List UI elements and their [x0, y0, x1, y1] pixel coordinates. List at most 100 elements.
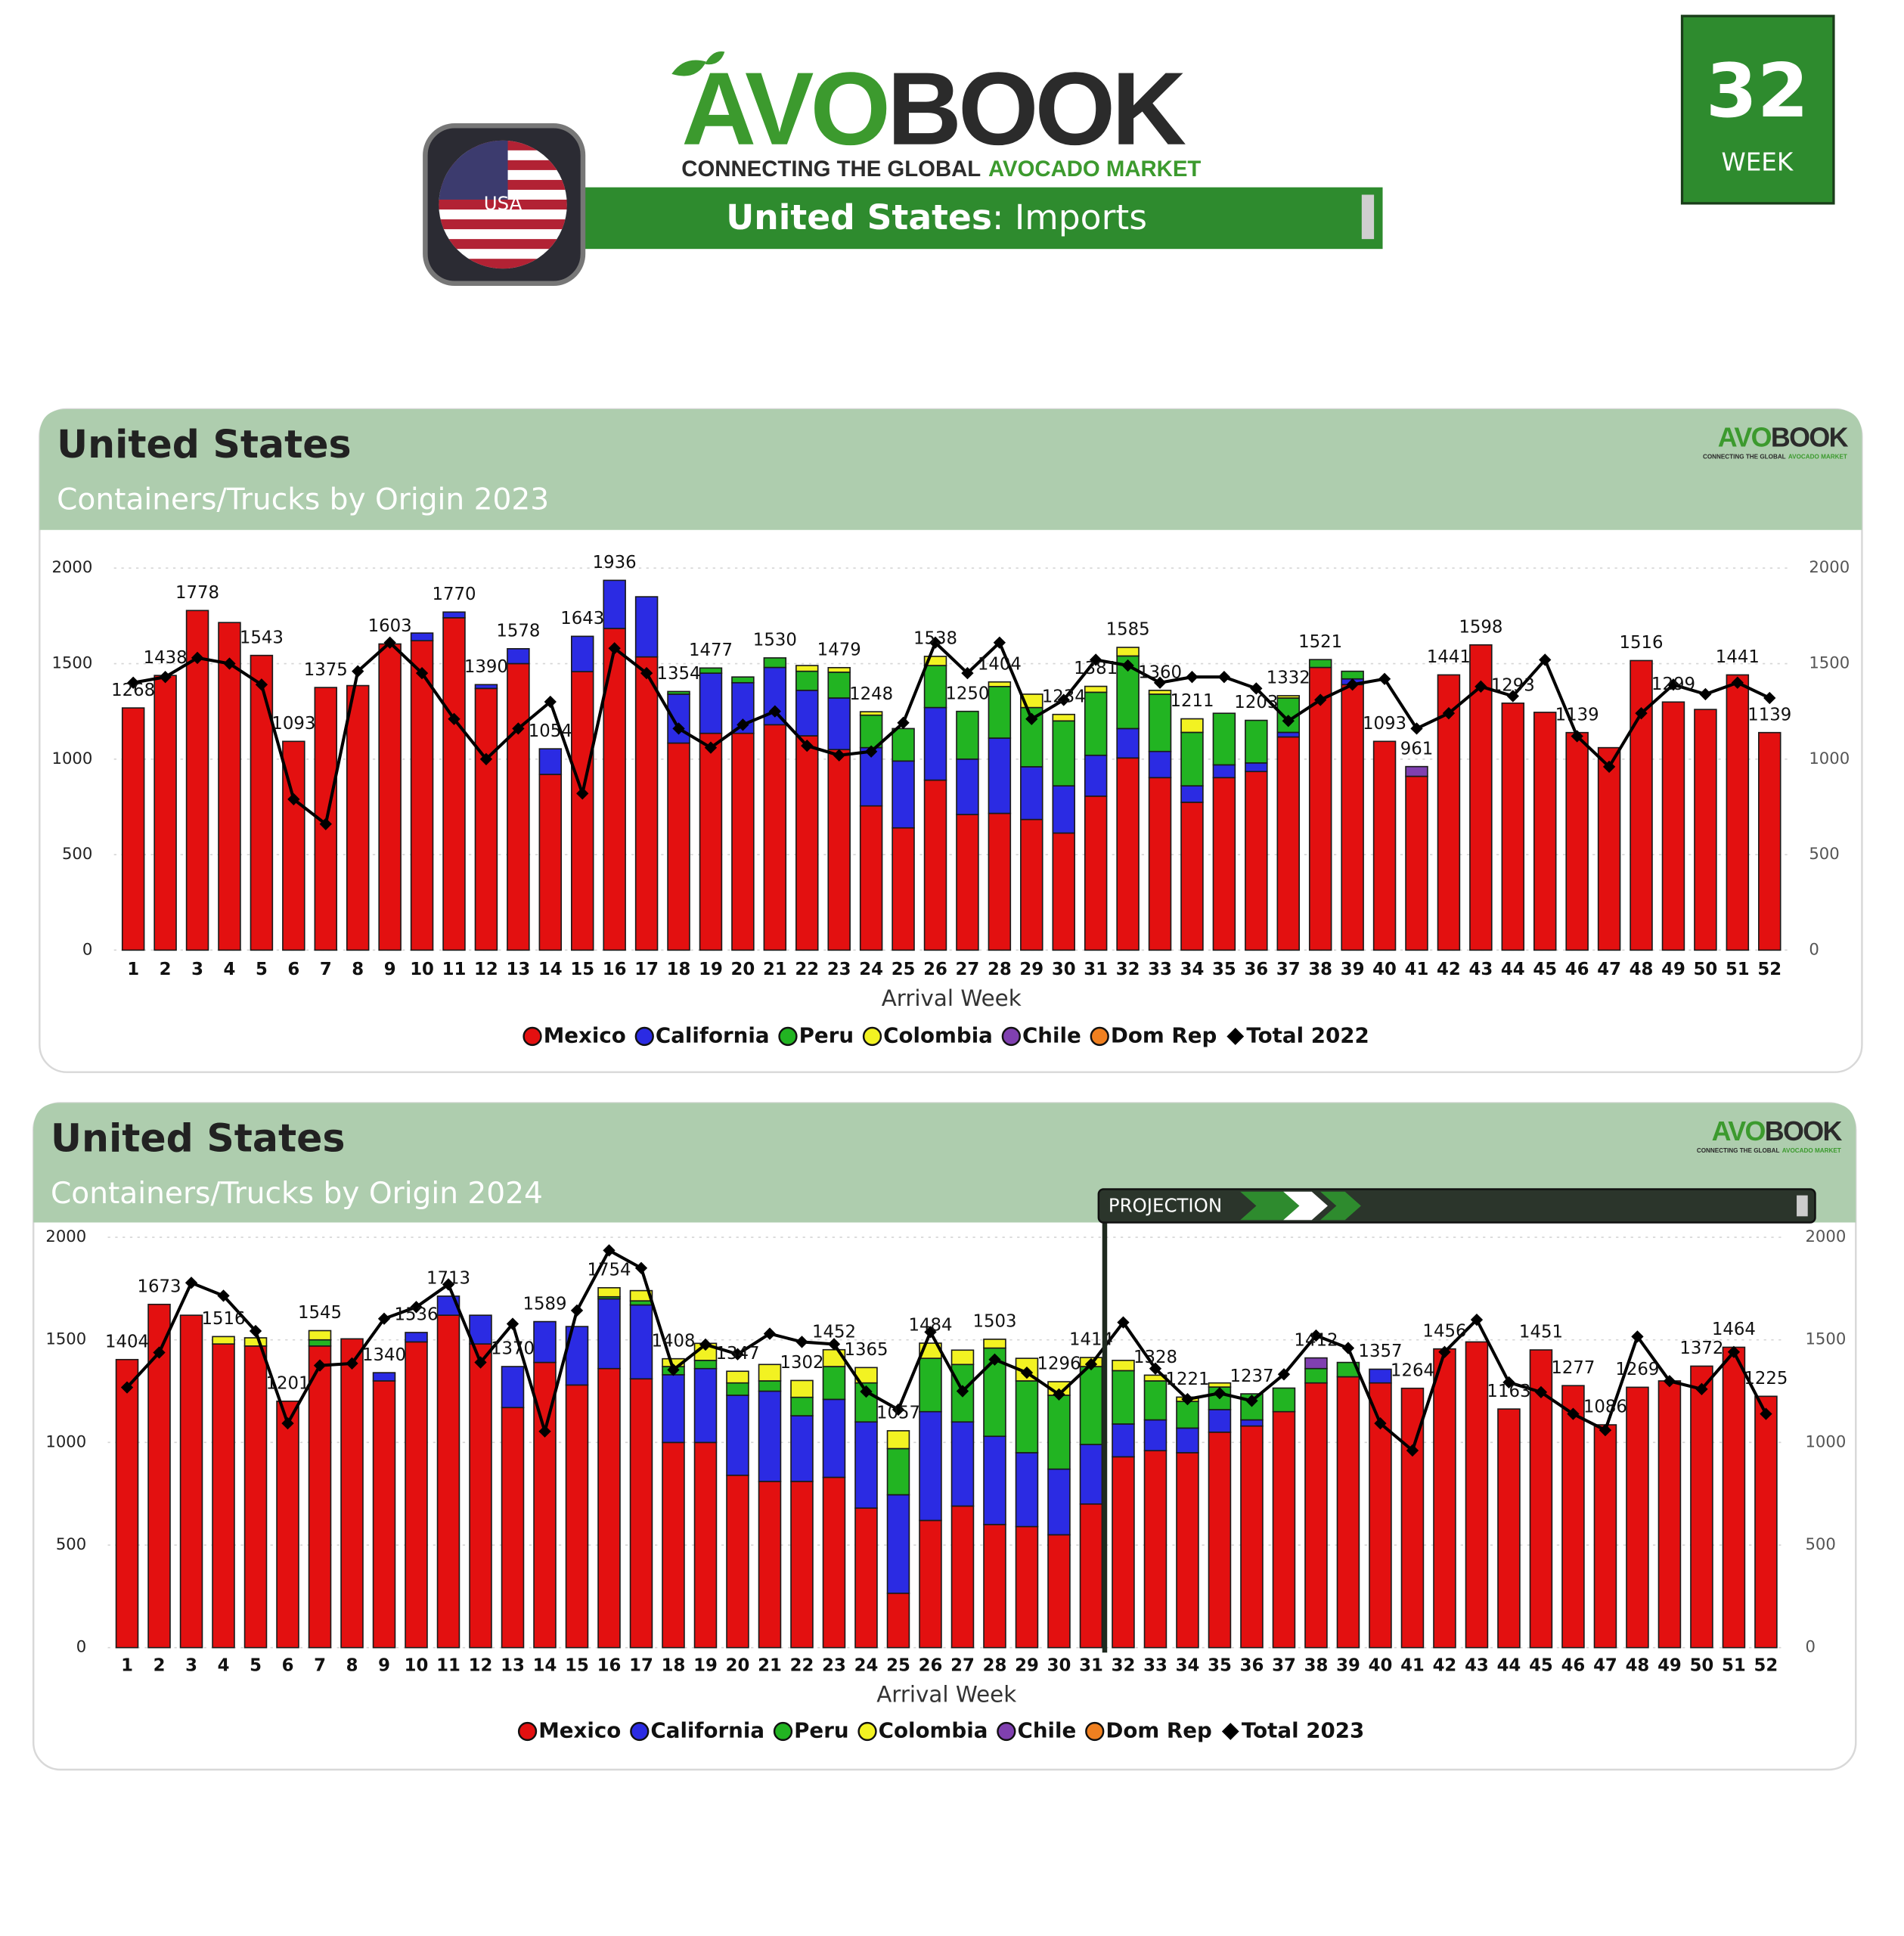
line-marker	[1731, 676, 1744, 689]
bar-segment	[886, 1447, 910, 1496]
bar-segment	[405, 1341, 428, 1649]
bar-segment	[212, 1343, 235, 1649]
x-tick-label: 19	[693, 1656, 718, 1676]
line-marker	[1277, 1368, 1291, 1381]
y2-tick-label: 500	[1805, 1534, 1835, 1553]
panel-tagline-green: AVOCADO MARKET	[1788, 454, 1847, 461]
bar-segment	[436, 1314, 460, 1649]
bar-segment	[1112, 1360, 1135, 1372]
bar-segment	[827, 672, 851, 699]
total-label: 1404	[105, 1332, 149, 1351]
bar-segment	[1758, 731, 1782, 951]
x-tick-label: 24	[854, 1656, 879, 1676]
line-marker	[801, 739, 814, 752]
x-tick-label: 49	[1661, 960, 1685, 979]
panel-logo-dark: BOOK	[1771, 423, 1849, 453]
bar-segment	[372, 1380, 396, 1649]
bar-segment	[1180, 802, 1204, 951]
panel-logo: AVOBOOK	[1718, 423, 1849, 453]
bar-segment	[243, 1337, 268, 1347]
total-label: 1340	[362, 1345, 406, 1365]
y2-tick-label: 2000	[1809, 557, 1850, 576]
line-marker	[699, 1338, 712, 1351]
line-marker	[1314, 693, 1327, 706]
legend-label: California	[656, 1022, 770, 1047]
y-tick-label: 0	[76, 1637, 86, 1656]
bar-segment	[923, 665, 947, 709]
total-label: 1404	[978, 654, 1022, 674]
bar-segment	[308, 1345, 332, 1649]
bar-segment	[854, 1507, 878, 1649]
bar-segment	[1529, 1349, 1553, 1649]
line-marker	[827, 1338, 841, 1351]
total-label: 1530	[753, 631, 797, 650]
line-marker	[1442, 707, 1456, 720]
bar-segment	[726, 1474, 749, 1649]
line-marker	[383, 636, 396, 649]
y-tick-label: 1500	[52, 653, 93, 672]
panel-tagline-dark: CONNECTING THE GLOBAL	[1703, 454, 1786, 461]
bar-segment	[597, 1286, 621, 1298]
line-marker	[153, 1346, 166, 1359]
x-tick-label: 27	[950, 1656, 975, 1676]
bar-segment	[218, 622, 241, 951]
legend-marker	[997, 1721, 1016, 1742]
x-tick-label: 36	[1240, 1656, 1264, 1676]
logo-leaf	[671, 51, 725, 76]
bar-segment	[827, 666, 851, 673]
total-label: 1936	[593, 553, 637, 572]
bar-segment	[1336, 1361, 1360, 1378]
bar-segment	[1497, 1408, 1521, 1649]
panel-logo-green: AVO	[1718, 423, 1772, 453]
week-number: 32	[1706, 48, 1809, 135]
total-label: 961	[1400, 739, 1434, 759]
bar-segment	[1148, 693, 1172, 752]
bar-segment	[1272, 1387, 1296, 1413]
header: AVOBOOK CONNECTING THE GLOBAL AVOCADO MAR…	[423, 14, 1835, 287]
line-marker	[185, 1277, 198, 1289]
x-tick-label: 9	[384, 960, 396, 979]
x-tick-label: 51	[1722, 1656, 1746, 1676]
bar-segment	[988, 685, 1012, 739]
bar-segment	[1561, 1385, 1585, 1649]
total-label: 1221	[1165, 1370, 1209, 1389]
bar-segment	[1245, 771, 1268, 951]
line-marker	[313, 1359, 327, 1372]
line-marker	[763, 1327, 777, 1340]
x-tick-label: 2	[153, 1656, 166, 1676]
bar-segment	[1630, 659, 1653, 951]
x-tick-label: 47	[1597, 960, 1621, 979]
x-tick-label: 28	[983, 1656, 1007, 1676]
bar-segment	[1657, 1380, 1682, 1649]
legend-label: Peru	[799, 1022, 854, 1047]
line-marker	[1310, 1329, 1323, 1342]
line-marker	[672, 722, 685, 735]
bar-segment	[1304, 1357, 1328, 1370]
bar-segment	[726, 1395, 749, 1476]
total-label: 1408	[651, 1331, 695, 1351]
x-tick-label: 44	[1501, 960, 1525, 979]
bar-segment	[469, 1343, 492, 1649]
bar-segment	[1148, 750, 1172, 779]
bar-segment	[983, 1524, 1006, 1649]
total-label: 1264	[1391, 1360, 1434, 1380]
bar-segment	[726, 1370, 749, 1384]
line-marker	[1217, 671, 1231, 684]
bar-segment	[923, 779, 947, 951]
line-marker	[1410, 722, 1423, 735]
bar-segment	[1208, 1431, 1232, 1649]
bar-segment	[988, 812, 1012, 951]
total-label: 1054	[529, 721, 572, 741]
bar-segment	[1308, 659, 1332, 669]
chart-title: United States	[51, 1115, 345, 1160]
legend-marker	[1090, 1026, 1109, 1047]
line-marker	[512, 722, 525, 735]
line-marker	[634, 1261, 648, 1274]
x-tick-label: 9	[378, 1656, 390, 1676]
x-tick-label: 8	[346, 1656, 358, 1676]
bar-segment	[919, 1519, 942, 1649]
total-label: 1778	[175, 583, 219, 603]
bar-segment	[1565, 731, 1589, 951]
bar-segment	[1369, 1368, 1392, 1384]
total-label: 1347	[715, 1344, 759, 1364]
